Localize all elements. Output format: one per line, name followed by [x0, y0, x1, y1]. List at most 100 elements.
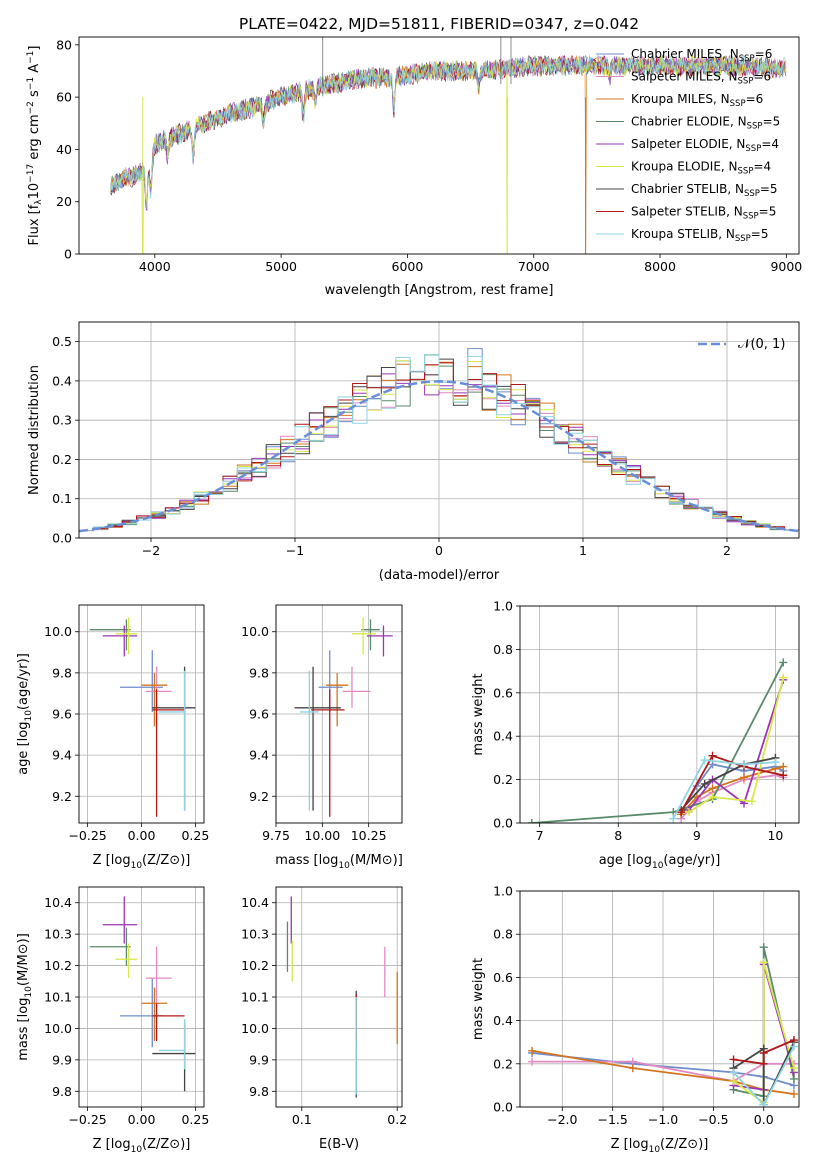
- point-marker: [789, 1042, 798, 1051]
- y-tick-label: 0.2: [493, 772, 513, 787]
- x-tick-label: 0.00: [128, 828, 156, 843]
- legend-subscript: SSP: [747, 122, 763, 132]
- y-tick-label: 0.4: [493, 729, 513, 744]
- legend-entry: Chabrier ELODIE, NSSP=5: [631, 115, 780, 132]
- x-axis-label: Z [log10(Z/Z⊙)]: [611, 1137, 709, 1155]
- label-part: age [: [599, 853, 632, 868]
- y-tick-label: 0: [64, 247, 72, 262]
- y-tick-label: 60: [56, 90, 72, 105]
- point-marker: [729, 1055, 738, 1064]
- point-marker: [677, 808, 686, 817]
- legend-subscript: SSP: [743, 212, 759, 222]
- point-marker: [759, 958, 768, 967]
- label-part: Z [: [611, 1137, 629, 1152]
- errorbar-kroupa-stelib: [300, 670, 319, 811]
- spectrum-line-kroupa-miles: [110, 55, 787, 254]
- residuals-panel: −2 −1 0 1 2 0.0 0.1 0.2 0.3 0.4 0.5 (data-model)/er…: [27, 321, 800, 583]
- x-tick-label: −0.25: [68, 828, 106, 843]
- point-marker: [528, 1057, 537, 1066]
- y-label-part: λ: [34, 199, 44, 205]
- legend-nssp: =6: [755, 47, 773, 61]
- point-marker: [771, 758, 780, 767]
- y-axis-label: Normed distribution: [27, 365, 42, 495]
- legend-subscript: SSP: [744, 189, 760, 199]
- histogram-salpeter-elodie: [79, 371, 799, 531]
- y-tick-label: 9.9: [249, 1052, 269, 1067]
- x-tick-label: −0.5: [698, 1112, 728, 1127]
- y-tick-label: 1.0: [493, 599, 513, 614]
- y-tick-label: 9.8: [52, 665, 72, 680]
- errorbar-kroupa-stelib: [158, 670, 186, 811]
- y-tick-label: 0.3: [52, 413, 72, 428]
- errorbar-kroupa-miles: [141, 987, 168, 1041]
- legend-entry: Kroupa MILES, NSSP=6: [631, 92, 763, 109]
- x-tick-label: −2: [142, 543, 160, 558]
- y-tick-label: 0.1: [52, 491, 72, 506]
- y-label-part: erg cm: [27, 114, 42, 163]
- log-text: log: [111, 1137, 131, 1152]
- lines: [528, 943, 798, 1107]
- x-tick-label: 2: [723, 543, 731, 558]
- line-salpeter-stelib: [733, 1039, 795, 1065]
- x-tick-label: 10.00: [304, 828, 340, 843]
- y-label-part: Flux [f: [27, 204, 42, 245]
- point-marker: [700, 779, 709, 788]
- label-part: mass [: [16, 1017, 31, 1060]
- errorbar-kroupa-elodie: [115, 617, 138, 655]
- y-tick-label: 9.8: [52, 1084, 72, 1099]
- errorbar-chabrier-stelib: [152, 666, 196, 811]
- point-marker: [747, 797, 756, 806]
- histogram-salpeter-miles: [79, 374, 799, 532]
- y-tick-label: 10.1: [241, 990, 269, 1005]
- y-axis-label: Flux [fλ10−17 erg cm−2 s−1 A−1]: [26, 46, 44, 246]
- label-part: mass [: [275, 853, 318, 868]
- errorbar-salpeter-stelib: [152, 1003, 185, 1041]
- ebv-vs-mass-panel: 0.1 0.2 9.8 9.9 10.0 10.1 10.2 10.3 10.4 E(B-V): [241, 886, 407, 1152]
- legend-model: Kroupa ELODIE, N: [631, 160, 738, 174]
- legend-entry: 𝒩(0, 1): [738, 337, 785, 352]
- y-tick-label: 9.8: [249, 665, 269, 680]
- x-tick-label: 7000: [518, 259, 550, 274]
- axes-frame: [275, 604, 403, 824]
- legend-subscript: SSP: [738, 77, 754, 87]
- log-text: log: [16, 998, 31, 1018]
- legend-nssp: =5: [751, 227, 769, 241]
- errorbar-salpeter-stelib: [152, 689, 185, 817]
- log-subscript: 10: [24, 710, 34, 722]
- label-part: (Z/Z⊙)]: [660, 1137, 708, 1152]
- log-text: log: [632, 853, 652, 868]
- x-tick-label: 8000: [644, 259, 676, 274]
- legend-model: Chabrier MILES, N: [631, 47, 739, 61]
- x-tick-label: 6000: [392, 259, 424, 274]
- label-part: E(B-V): [319, 1137, 359, 1152]
- y-tick-label: 0.8: [493, 927, 513, 942]
- x-tick-label: 1: [579, 543, 587, 558]
- errorbar-salpeter-elodie: [102, 896, 138, 944]
- normal-curve: [79, 380, 799, 533]
- y-axis-label: mass weight: [471, 958, 486, 1040]
- legend-entry: Chabrier STELIB, NSSP=5: [631, 182, 778, 199]
- y-tick-label: 9.6: [249, 707, 269, 722]
- y-tick-label: 10.2: [44, 958, 72, 973]
- y-label-part: s: [27, 90, 42, 101]
- y-tick-label: 0.4: [52, 373, 72, 388]
- point-marker: [684, 808, 693, 817]
- log-subscript: 10: [338, 861, 350, 871]
- errorbar-salpeter-elodie: [366, 625, 393, 657]
- y-label-part: −1: [26, 51, 36, 64]
- x-tick-label: 0.0: [754, 1112, 774, 1127]
- log-text: log: [111, 853, 131, 868]
- point-marker: [739, 760, 748, 769]
- point-marker: [779, 658, 788, 667]
- log-subscript: 10: [649, 1145, 661, 1155]
- y-tick-label: 0.0: [493, 1100, 513, 1115]
- y-tick-label: 9.4: [249, 748, 269, 763]
- x-axis-label: age [log10(age/yr)]: [599, 853, 721, 871]
- errorbar-salpeter-miles: [145, 946, 172, 1010]
- legend-entry: Salpeter ELODIE, NSSP=4: [631, 137, 779, 154]
- spectrum-line-kroupa-stelib: [110, 54, 787, 209]
- point-marker: [527, 819, 536, 823]
- x-tick-label: −0.25: [68, 1112, 106, 1127]
- errorbar-kroupa-stelib: [158, 1019, 186, 1070]
- y-label-part: A: [27, 64, 42, 77]
